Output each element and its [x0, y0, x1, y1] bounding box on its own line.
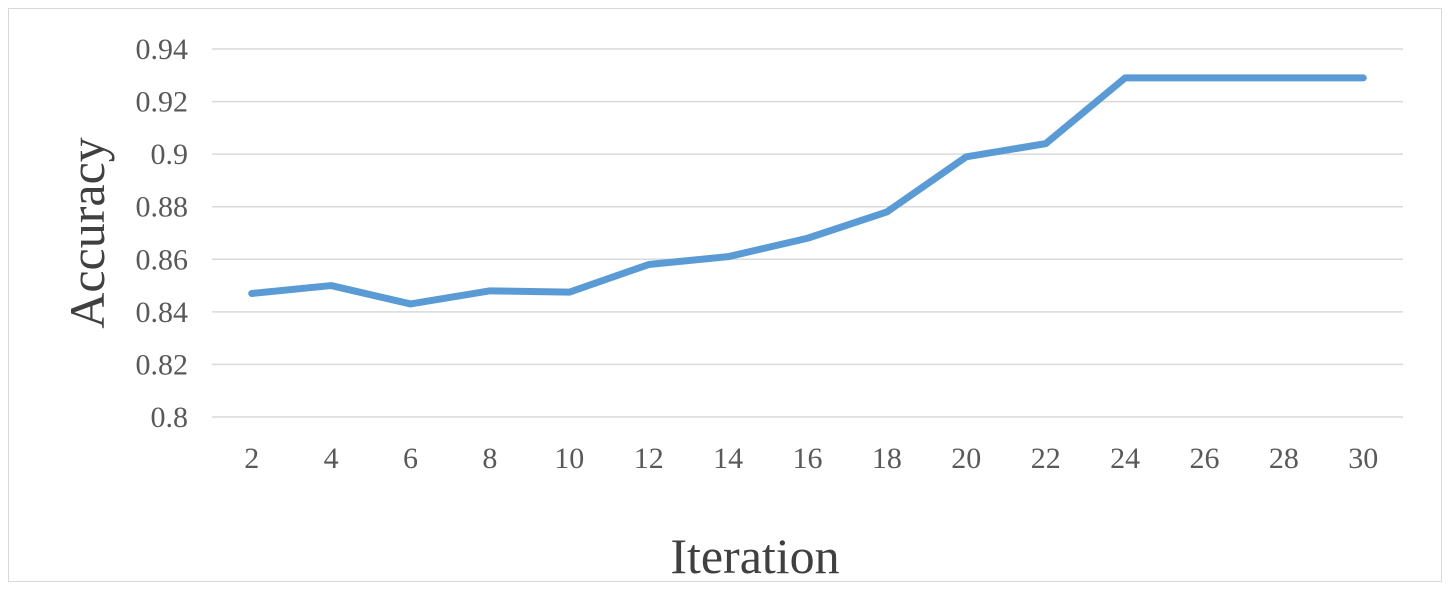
x-tick-label: 16	[793, 442, 823, 475]
x-tick-labels: 2 4 6 8 10 12 14 16 18 20 22 24 26 28 30	[244, 442, 1378, 475]
gridlines	[212, 48, 1403, 418]
y-axis-title: Accuracy	[59, 137, 115, 329]
x-tick-label: 8	[482, 442, 497, 475]
x-tick-label: 14	[713, 442, 743, 475]
x-tick-label: 18	[872, 442, 902, 475]
x-tick-label: 6	[403, 442, 418, 475]
y-tick-label: 0.8	[151, 401, 189, 434]
chart-frame	[8, 8, 1442, 582]
series-line	[248, 74, 1367, 308]
x-tick-label: 2	[244, 442, 259, 475]
x-tick-label: 10	[554, 442, 584, 475]
y-tick-label: 0.88	[136, 191, 189, 224]
x-tick-label: 26	[1190, 442, 1220, 475]
y-tick-label: 0.86	[136, 243, 189, 276]
x-tick-label: 20	[951, 442, 981, 475]
y-tick-labels: 0.8 0.82 0.84 0.86 0.88 0.9 0.92 0.94	[136, 33, 189, 434]
x-tick-label: 24	[1110, 442, 1140, 475]
x-tick-label: 30	[1348, 442, 1378, 475]
y-tick-label: 0.94	[136, 33, 189, 66]
series-layer	[248, 74, 1367, 308]
x-tick-label: 4	[324, 442, 339, 475]
x-tick-label: 22	[1031, 442, 1061, 475]
y-tick-label: 0.82	[136, 348, 189, 381]
x-tick-label: 12	[634, 442, 664, 475]
x-tick-label: 28	[1269, 442, 1299, 475]
y-tick-label: 0.84	[136, 296, 189, 329]
y-tick-label: 0.92	[136, 86, 189, 119]
y-tick-label: 0.9	[151, 138, 189, 171]
x-axis-title: Iteration	[670, 528, 839, 584]
